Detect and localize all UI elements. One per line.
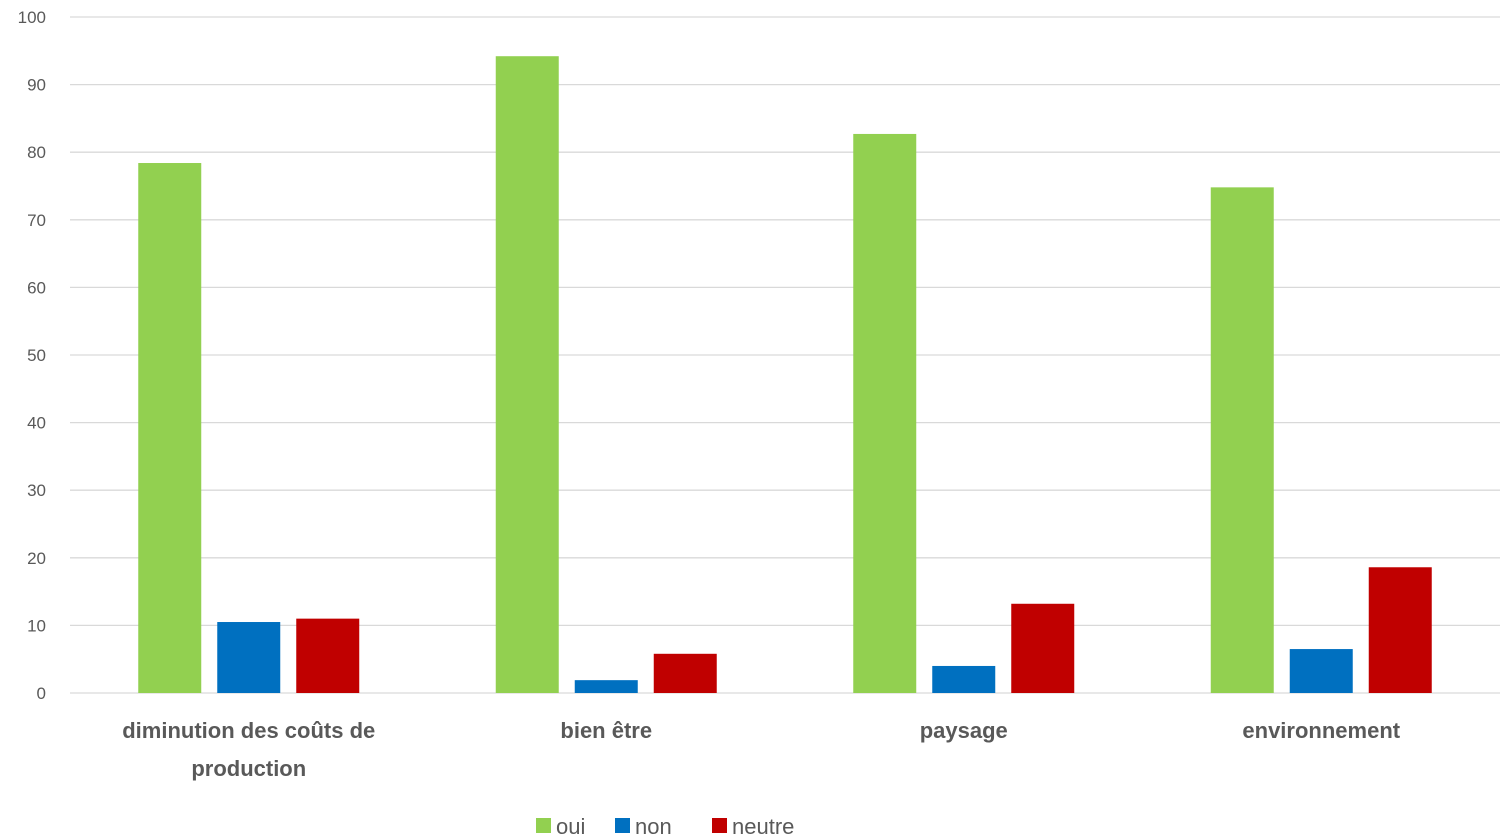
bar-neutre	[296, 618, 360, 693]
legend-label-neutre: neutre	[732, 814, 794, 839]
y-tick-label: 30	[27, 481, 46, 500]
legend-label-oui: oui	[556, 814, 585, 839]
y-tick-label: 100	[18, 8, 46, 27]
bar-non	[932, 665, 996, 693]
y-tick-label: 80	[27, 143, 46, 162]
y-tick-label: 20	[27, 549, 46, 568]
legend-swatch-non	[615, 818, 630, 833]
legend-swatch-oui	[536, 818, 551, 833]
bar-oui	[1210, 187, 1274, 694]
bar-oui	[495, 56, 559, 693]
bars	[138, 56, 1432, 694]
y-tick-label: 10	[27, 616, 46, 635]
y-axis-tick-labels: 0 10 20 30 40 50 60 70 80 90 100	[18, 8, 46, 703]
bar-oui	[853, 133, 917, 693]
gridlines	[70, 16, 1500, 694]
legend: oui non neutre	[536, 814, 794, 839]
bar-neutre	[1368, 567, 1432, 693]
x-category-label: diminution des coûts de	[122, 718, 375, 743]
y-tick-label: 50	[27, 346, 46, 365]
bar-non	[1289, 649, 1353, 693]
bar-neutre	[653, 653, 717, 693]
bar-oui	[138, 163, 202, 694]
y-tick-label: 70	[27, 211, 46, 230]
y-tick-label: 60	[27, 278, 46, 297]
y-tick-label: 90	[27, 76, 46, 95]
y-tick-label: 40	[27, 414, 46, 433]
bar-non	[574, 680, 638, 693]
legend-swatch-neutre	[712, 818, 727, 833]
x-axis-category-labels: diminution des coûts de production bien êt…	[122, 718, 1401, 781]
x-category-label: bien être	[560, 718, 652, 743]
x-category-label: production	[191, 756, 306, 781]
x-category-label: environnement	[1242, 718, 1400, 743]
bar-neutre	[1011, 603, 1075, 693]
y-tick-label: 0	[37, 684, 46, 703]
bar-non	[217, 622, 281, 693]
legend-label-non: non	[635, 814, 672, 839]
x-category-label: paysage	[920, 718, 1008, 743]
